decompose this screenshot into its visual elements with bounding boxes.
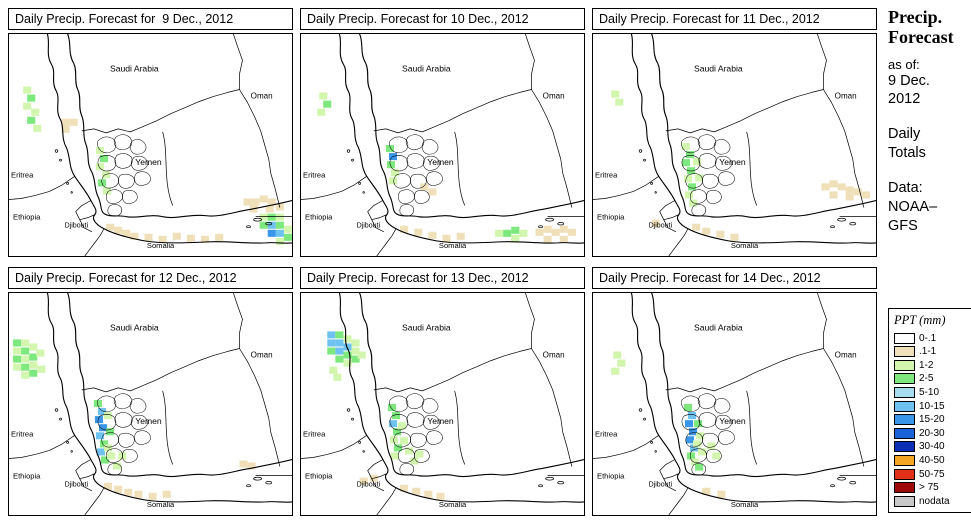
forecast-grid: Daily Precip. Forecast for 9 Dec., 2012 … (8, 8, 877, 516)
legend-label: 0-.1 (919, 332, 937, 344)
base-map (9, 34, 292, 256)
legend-item: .1-1 (894, 345, 971, 359)
legend-swatch (894, 482, 915, 494)
sidebar: Precip. Forecast as of: 9 Dec. 2012 Dail… (881, 0, 971, 521)
base-map (593, 293, 876, 515)
forecast-panel: Daily Precip. Forecast for 12 Dec., 2012 (8, 267, 293, 516)
base-map (9, 293, 292, 515)
map-box (300, 33, 585, 257)
legend-label: 1-2 (919, 359, 934, 371)
precip-cells (317, 92, 576, 243)
totals-line2: Totals (888, 145, 926, 162)
map-canvas (9, 34, 292, 256)
data-source-line1: NOAA– (888, 198, 938, 215)
totals-label: Daily Totals (888, 125, 971, 163)
asof-date-line1: 9 Dec. (888, 72, 930, 89)
map-canvas (301, 34, 584, 256)
legend-label: 15-20 (919, 414, 945, 426)
legend-item: 0-.1 (894, 331, 971, 345)
legend-swatch (894, 359, 915, 371)
legend-item: 2-5 (894, 372, 971, 386)
legend-label: 50-75 (919, 468, 945, 480)
base-map (593, 34, 876, 256)
legend-swatch (894, 346, 915, 358)
asof-date: 9 Dec. 2012 (888, 72, 971, 110)
legend-label: 30-40 (919, 441, 945, 453)
precip-cells (327, 331, 445, 500)
asof-label: as of: (888, 56, 920, 72)
map-box (592, 292, 877, 516)
legend-label: .1-1 (919, 346, 937, 358)
map-box (300, 292, 585, 516)
legend-item: 10-15 (894, 399, 971, 413)
data-source: Data: NOAA– GFS (888, 179, 971, 236)
legend-item: 20-30 (894, 426, 971, 440)
legend-swatch (894, 400, 915, 412)
sidebar-title-line2: Forecast (888, 26, 954, 47)
panel-title: Daily Precip. Forecast for 13 Dec., 2012 (300, 267, 585, 289)
panel-title: Daily Precip. Forecast for 11 Dec., 2012 (592, 8, 877, 30)
legend-item: 1-2 (894, 358, 971, 372)
legend-label: nodata (919, 495, 950, 507)
data-source-line2: GFS (888, 217, 918, 234)
panel-title: Daily Precip. Forecast for 14 Dec., 2012 (592, 267, 877, 289)
map-box (592, 33, 877, 257)
map-canvas (301, 293, 584, 515)
sidebar-title: Precip. Forecast (888, 7, 971, 48)
map-canvas (9, 293, 292, 515)
legend-item: nodata (894, 494, 971, 508)
legend-title: PPT (mm) (894, 313, 946, 328)
sidebar-title-line1: Precip. (888, 7, 943, 27)
asof-date-line2: 2012 (888, 91, 921, 108)
legend: PPT (mm) 0-.1 .1-1 1-2 2-5 5-10 10-15 15-20 20-… (888, 308, 971, 513)
panel-title: Daily Precip. Forecast for 12 Dec., 2012 (8, 267, 293, 289)
base-map (301, 34, 584, 256)
legend-swatch (894, 495, 915, 507)
legend-swatch (894, 414, 915, 426)
legend-item: 30-40 (894, 440, 971, 454)
base-map (301, 293, 584, 515)
legend-label: 40-50 (919, 454, 945, 466)
legend-item: 5-10 (894, 386, 971, 400)
legend-item: 50-75 (894, 467, 971, 481)
legend-label: 2-5 (919, 373, 934, 385)
legend-swatch (894, 386, 915, 398)
forecast-panel: Daily Precip. Forecast for 14 Dec., 2012 (592, 267, 877, 516)
legend-label: 10-15 (919, 400, 945, 412)
legend-swatch (894, 427, 915, 439)
legend-swatch (894, 373, 915, 385)
panel-title: Daily Precip. Forecast for 9 Dec., 2012 (8, 8, 293, 30)
totals-line1: Daily (888, 126, 921, 143)
precip-cells (611, 351, 726, 498)
precip-cells (13, 339, 256, 500)
legend-item: > 75 (894, 481, 971, 495)
legend-item: 15-20 (894, 413, 971, 427)
forecast-panel: Daily Precip. Forecast for 9 Dec., 2012 (8, 8, 293, 257)
legend-swatch (894, 332, 915, 344)
legend-swatch (894, 468, 915, 480)
legend-label: 20-30 (919, 427, 945, 439)
forecast-panel: Daily Precip. Forecast for 11 Dec., 2012 (592, 8, 877, 257)
data-source-label: Data: (888, 179, 923, 196)
forecast-panel: Daily Precip. Forecast for 13 Dec., 2012 (300, 267, 585, 516)
forecast-panel: Daily Precip. Forecast for 10 Dec., 2012 (300, 8, 585, 257)
map-box (8, 33, 293, 257)
map-box (8, 292, 293, 516)
legend-swatch (894, 441, 915, 453)
map-canvas (593, 293, 876, 515)
legend-item: 40-50 (894, 454, 971, 468)
legend-label: 5-10 (919, 386, 940, 398)
legend-swatch (894, 454, 915, 466)
legend-items: 0-.1 .1-1 1-2 2-5 5-10 10-15 15-20 20-30 30-40 40… (894, 331, 971, 508)
map-canvas (593, 34, 876, 256)
legend-label: > 75 (919, 482, 939, 494)
panel-title: Daily Precip. Forecast for 10 Dec., 2012 (300, 8, 585, 30)
